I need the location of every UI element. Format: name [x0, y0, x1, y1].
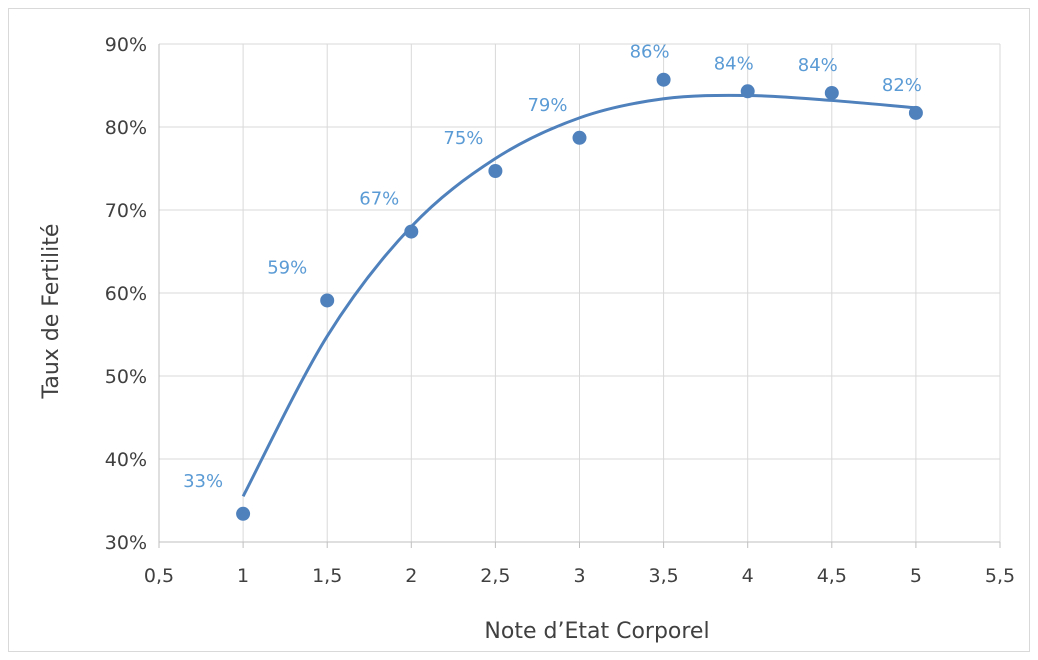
data-labels: 33% 59% 67% 75% 79% 86% 84% 84% 82% — [183, 42, 922, 492]
x-tick-label: 5 — [910, 565, 922, 587]
y-tick-label: 70% — [105, 200, 147, 222]
x-tick-label: 0,5 — [144, 565, 174, 587]
tick-labels: 30% 40% 50% 60% 70% 80% 90% 0,5 1 1,5 2 2,5 3 3,5 4 4,5… — [105, 34, 1015, 587]
data-label: 59% — [267, 257, 307, 278]
y-tick-label: 40% — [105, 449, 147, 471]
data-label: 84% — [714, 53, 754, 74]
y-tick-label: 90% — [105, 34, 147, 56]
data-label: 86% — [630, 42, 670, 63]
x-tick-label: 2,5 — [480, 565, 510, 587]
y-tick-label: 80% — [105, 117, 147, 139]
data-point — [320, 293, 335, 308]
x-tick-label: 4 — [742, 565, 754, 587]
data-label: 84% — [798, 55, 838, 76]
x-tick-label: 5,5 — [985, 565, 1015, 587]
y-tick-label: 60% — [105, 283, 147, 305]
data-point — [908, 105, 923, 120]
y-tick-label: 50% — [105, 366, 147, 388]
data-point — [824, 85, 839, 100]
trendline-group — [241, 93, 917, 498]
data-point — [488, 163, 503, 178]
data-point — [656, 72, 671, 87]
x-tick-label: 1,5 — [312, 565, 342, 587]
x-tick-label: 1 — [237, 565, 249, 587]
y-tick-label: 30% — [105, 532, 147, 554]
chart-frame — [8, 8, 1030, 652]
data-label: 79% — [527, 95, 567, 116]
y-axis-title: Taux de Fertilité — [39, 224, 64, 400]
data-label: 82% — [882, 75, 922, 96]
x-tick-label: 3 — [573, 565, 585, 587]
data-label: 33% — [183, 471, 223, 492]
data-point — [236, 506, 251, 521]
data-point — [740, 84, 755, 99]
data-label: 75% — [443, 128, 483, 149]
x-axis-title: Note d’Etat Corporel — [484, 619, 709, 644]
data-point — [572, 130, 587, 145]
axes — [158, 44, 1001, 548]
x-tick-label: 2 — [405, 565, 417, 587]
x-tick-label: 4,5 — [817, 565, 847, 587]
data-point — [404, 224, 419, 239]
x-tick-label: 3,5 — [648, 565, 678, 587]
data-label: 67% — [359, 189, 399, 210]
gridlines — [159, 43, 1001, 542]
data-points — [236, 72, 923, 521]
polynomial-trendline — [241, 93, 917, 498]
